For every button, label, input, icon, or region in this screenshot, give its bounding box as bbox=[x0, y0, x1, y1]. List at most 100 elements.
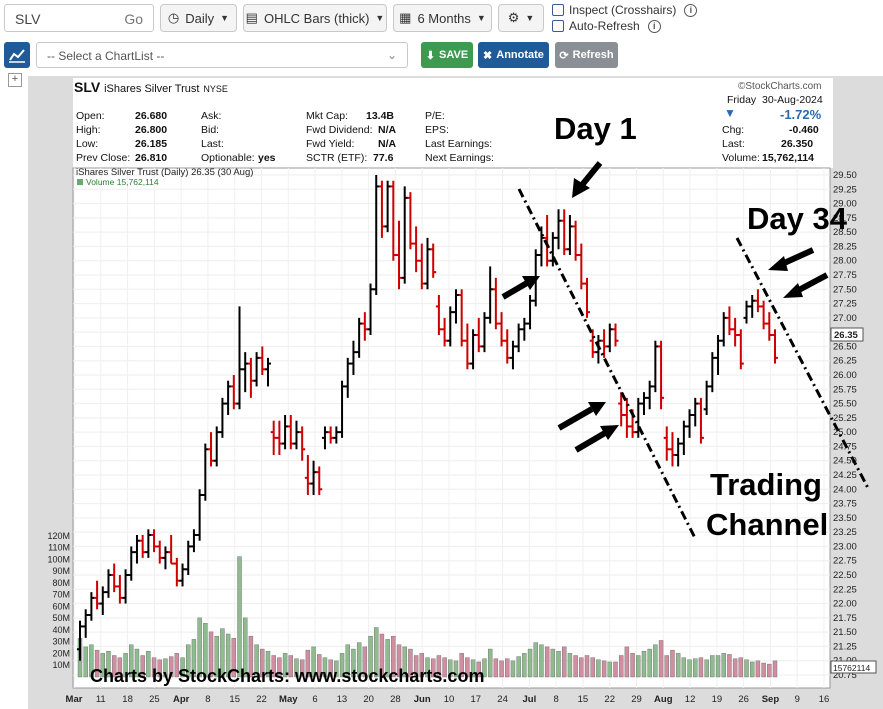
volume-marker bbox=[830, 660, 877, 674]
annotate-button[interactable]: ✖ Annotate bbox=[478, 42, 549, 68]
fwd-dividend-label: Fwd Dividend: bbox=[306, 124, 373, 136]
volume-bar bbox=[675, 653, 681, 678]
volume-bar bbox=[687, 659, 692, 678]
volume-bar bbox=[704, 659, 709, 678]
volume-bar bbox=[579, 657, 584, 678]
volume-bar bbox=[180, 657, 185, 678]
volume-bar bbox=[653, 644, 658, 678]
chart-type-dropdown[interactable]: ▤ OHLC Bars (thick) ▼ bbox=[243, 4, 387, 32]
y-tick-label: 21.50 bbox=[833, 627, 857, 638]
y-tick-label: 28.75 bbox=[833, 213, 857, 224]
volume-bar bbox=[237, 556, 242, 678]
x-tick-label: 6 bbox=[312, 694, 317, 705]
volume-bar bbox=[715, 655, 721, 678]
volume-bar bbox=[522, 653, 527, 678]
x-tick-label: 8 bbox=[205, 694, 210, 705]
prev-close-value: 26.810 bbox=[135, 152, 168, 164]
last-price-label: 26.35 bbox=[834, 330, 858, 341]
period-dropdown[interactable]: ◷ Daily ▼ bbox=[160, 4, 237, 32]
y-tick-label: 25.25 bbox=[833, 413, 857, 424]
ohlc-bars bbox=[77, 175, 778, 661]
volume-bar bbox=[151, 657, 157, 678]
volume-value: 15,762,114 bbox=[762, 152, 814, 164]
line-chart-icon bbox=[9, 49, 25, 63]
volume-bar bbox=[550, 648, 556, 678]
volume-bar bbox=[117, 657, 123, 678]
x-tick-label: Jul bbox=[522, 694, 536, 705]
x-axis: Mar 11 18 25 Apr 8 15 22 May 6 13 20 28 Jun 10 17 24 Jul 8… bbox=[66, 694, 830, 705]
info-icon[interactable]: i bbox=[684, 3, 698, 17]
volume-bar bbox=[453, 660, 459, 678]
x-tick-label: 17 bbox=[470, 694, 481, 705]
volume-bar bbox=[681, 657, 687, 678]
inspect-checkbox[interactable]: Inspect (Crosshairs) i bbox=[552, 3, 698, 17]
prev-close-label: Prev Close: bbox=[76, 152, 131, 164]
volume-bar bbox=[596, 659, 601, 678]
chart-header bbox=[73, 78, 833, 168]
next-earnings-label: Next Earnings: bbox=[425, 152, 494, 164]
inspect-label: Inspect (Crosshairs) bbox=[569, 3, 677, 17]
calendar-icon: ▦ bbox=[399, 10, 412, 25]
annotate-label: Annotate bbox=[496, 49, 544, 61]
volume-bar bbox=[641, 651, 647, 678]
pe-label: P/E: bbox=[425, 110, 445, 122]
expand-icon[interactable]: + bbox=[8, 73, 22, 87]
volume-bar bbox=[647, 648, 652, 678]
save-button[interactable]: ⬇ SAVE bbox=[421, 42, 473, 68]
volume-bar bbox=[129, 644, 134, 678]
chartlist-select[interactable]: -- Select a ChartList -- ⌄ bbox=[36, 42, 408, 68]
refresh-button[interactable]: ⟳ Refresh bbox=[555, 42, 618, 68]
range-dropdown[interactable]: ▦ 6 Months ▼ bbox=[393, 4, 492, 32]
close-x-icon: ✖ bbox=[483, 49, 493, 62]
volume-bar bbox=[100, 653, 105, 678]
symbol-title: SLV iShares Silver Trust NYSE bbox=[74, 79, 228, 95]
volume-bar bbox=[430, 658, 436, 678]
channel-lower bbox=[735, 237, 870, 489]
volume-bar bbox=[470, 659, 476, 678]
auto-refresh-checkbox[interactable]: Auto-Refresh i bbox=[552, 19, 661, 33]
volume-bar bbox=[402, 646, 407, 678]
volume-bar bbox=[744, 659, 749, 678]
checkbox-icon[interactable] bbox=[552, 20, 564, 32]
volume-bar bbox=[322, 657, 328, 678]
x-tick-label: 12 bbox=[685, 694, 696, 705]
info-icon[interactable]: i bbox=[647, 19, 661, 33]
chevron-down-icon: ⌄ bbox=[386, 48, 397, 62]
volume-label: Volume: bbox=[722, 152, 760, 164]
volume-bar bbox=[562, 646, 567, 678]
x-tick-label: 9 bbox=[795, 694, 800, 705]
x-tick-label: Mar bbox=[66, 694, 83, 705]
volume-bar bbox=[260, 648, 265, 678]
last-price-marker bbox=[830, 327, 864, 342]
checkbox-icon[interactable] bbox=[552, 4, 564, 16]
last-label: Last: bbox=[722, 138, 745, 150]
chevron-down-icon: ▼ bbox=[375, 13, 385, 23]
chartlist-button[interactable] bbox=[4, 42, 30, 68]
volume-bar bbox=[94, 649, 100, 678]
refresh-icon: ⟳ bbox=[559, 49, 569, 62]
x-tick-label: Jun bbox=[414, 694, 431, 705]
last-quote-label: Last: bbox=[201, 138, 224, 150]
y-tick-label: 24.75 bbox=[833, 441, 857, 452]
volume-bar bbox=[527, 648, 533, 678]
arrowhead-day34-a bbox=[768, 256, 788, 271]
trendlines bbox=[517, 188, 870, 539]
volume-bar bbox=[772, 660, 778, 678]
mktcap-label: Mkt Cap: bbox=[306, 110, 349, 122]
volume-bar bbox=[601, 660, 607, 678]
settings-dropdown[interactable]: ⚙ ▼ bbox=[498, 4, 544, 32]
volume-bar bbox=[755, 660, 761, 678]
volume-tick-label: 10M bbox=[52, 660, 70, 670]
volume-bar bbox=[191, 639, 197, 678]
volume-bar bbox=[265, 651, 271, 678]
go-button[interactable]: Go bbox=[124, 11, 143, 27]
volume-bar bbox=[436, 655, 442, 678]
volume-bar bbox=[231, 638, 237, 678]
volume-bar bbox=[328, 659, 333, 678]
volume-bar bbox=[408, 648, 413, 678]
y-tick-label: 26.50 bbox=[833, 341, 857, 352]
volume-bar bbox=[391, 635, 396, 678]
ticker-input[interactable]: SLV Go bbox=[4, 4, 154, 32]
